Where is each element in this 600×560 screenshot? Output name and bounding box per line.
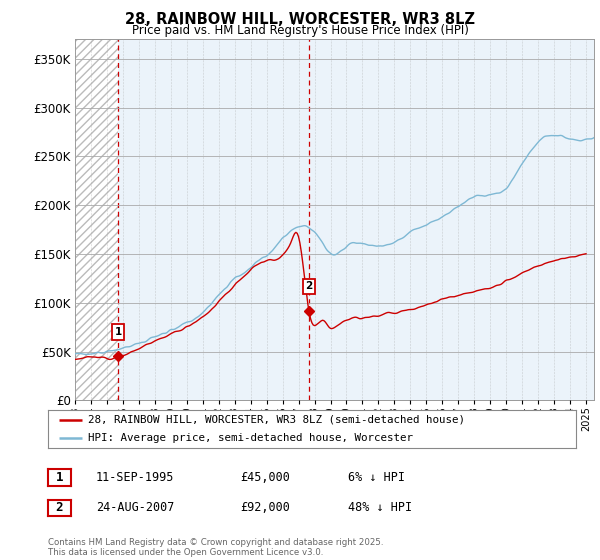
Text: £45,000: £45,000 [240,470,290,484]
Text: 6% ↓ HPI: 6% ↓ HPI [348,470,405,484]
Bar [75,39,118,400]
Text: HPI: Average price, semi-detached house, Worcester: HPI: Average price, semi-detached house,… [88,433,413,443]
Text: 2: 2 [56,501,63,515]
Text: 24-AUG-2007: 24-AUG-2007 [96,501,175,514]
Text: Contains HM Land Registry data © Crown copyright and database right 2025.
This d: Contains HM Land Registry data © Crown c… [48,538,383,557]
Text: 11-SEP-1995: 11-SEP-1995 [96,470,175,484]
Text: £92,000: £92,000 [240,501,290,514]
Text: 48% ↓ HPI: 48% ↓ HPI [348,501,412,514]
Text: 1: 1 [115,327,122,337]
Text: 28, RAINBOW HILL, WORCESTER, WR3 8LZ: 28, RAINBOW HILL, WORCESTER, WR3 8LZ [125,12,475,27]
Text: 28, RAINBOW HILL, WORCESTER, WR3 8LZ (semi-detached house): 28, RAINBOW HILL, WORCESTER, WR3 8LZ (se… [88,415,464,425]
Text: Price paid vs. HM Land Registry's House Price Index (HPI): Price paid vs. HM Land Registry's House … [131,24,469,36]
Text: 1: 1 [56,471,63,484]
Text: 2: 2 [305,281,313,291]
